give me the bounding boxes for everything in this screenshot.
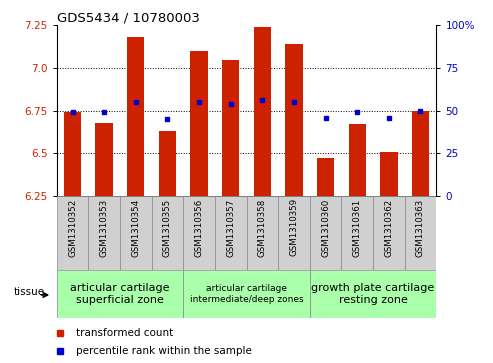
Text: growth plate cartilage
resting zone: growth plate cartilage resting zone <box>312 283 435 305</box>
Bar <box>183 196 215 270</box>
Bar <box>310 270 436 318</box>
Text: transformed count: transformed count <box>76 328 173 338</box>
Text: articular cartilage
superficial zone: articular cartilage superficial zone <box>70 283 170 305</box>
Text: GSM1310363: GSM1310363 <box>416 198 425 257</box>
Bar <box>96 123 113 196</box>
Bar <box>349 125 366 196</box>
Text: GSM1310352: GSM1310352 <box>68 198 77 257</box>
Text: GDS5434 / 10780003: GDS5434 / 10780003 <box>57 11 200 24</box>
Bar <box>57 196 88 270</box>
Bar <box>310 196 341 270</box>
Bar <box>222 60 240 196</box>
Bar <box>380 152 397 196</box>
Bar <box>120 196 152 270</box>
Bar <box>278 196 310 270</box>
Bar <box>285 44 303 196</box>
Text: percentile rank within the sample: percentile rank within the sample <box>76 346 251 356</box>
Text: GSM1310355: GSM1310355 <box>163 198 172 257</box>
Bar <box>253 27 271 196</box>
Text: articular cartilage
intermediate/deep zones: articular cartilage intermediate/deep zo… <box>190 284 303 304</box>
Text: GSM1310356: GSM1310356 <box>195 198 204 257</box>
Bar <box>246 196 278 270</box>
Bar <box>88 196 120 270</box>
Text: GSM1310354: GSM1310354 <box>131 198 141 257</box>
Bar <box>190 51 208 196</box>
Text: GSM1310358: GSM1310358 <box>258 198 267 257</box>
Bar <box>412 111 429 196</box>
Text: tissue: tissue <box>14 287 45 297</box>
Bar <box>152 196 183 270</box>
Text: GSM1310353: GSM1310353 <box>100 198 108 257</box>
Bar <box>405 196 436 270</box>
Bar <box>183 270 310 318</box>
Bar <box>127 37 144 196</box>
Bar <box>317 159 334 196</box>
Bar <box>373 196 405 270</box>
Bar <box>341 196 373 270</box>
Bar <box>215 196 246 270</box>
Text: GSM1310360: GSM1310360 <box>321 198 330 257</box>
Bar <box>57 270 183 318</box>
Text: GSM1310361: GSM1310361 <box>352 198 362 257</box>
Bar <box>64 113 81 196</box>
Text: GSM1310357: GSM1310357 <box>226 198 235 257</box>
Text: GSM1310359: GSM1310359 <box>289 198 298 256</box>
Text: GSM1310362: GSM1310362 <box>385 198 393 257</box>
Bar <box>159 131 176 196</box>
